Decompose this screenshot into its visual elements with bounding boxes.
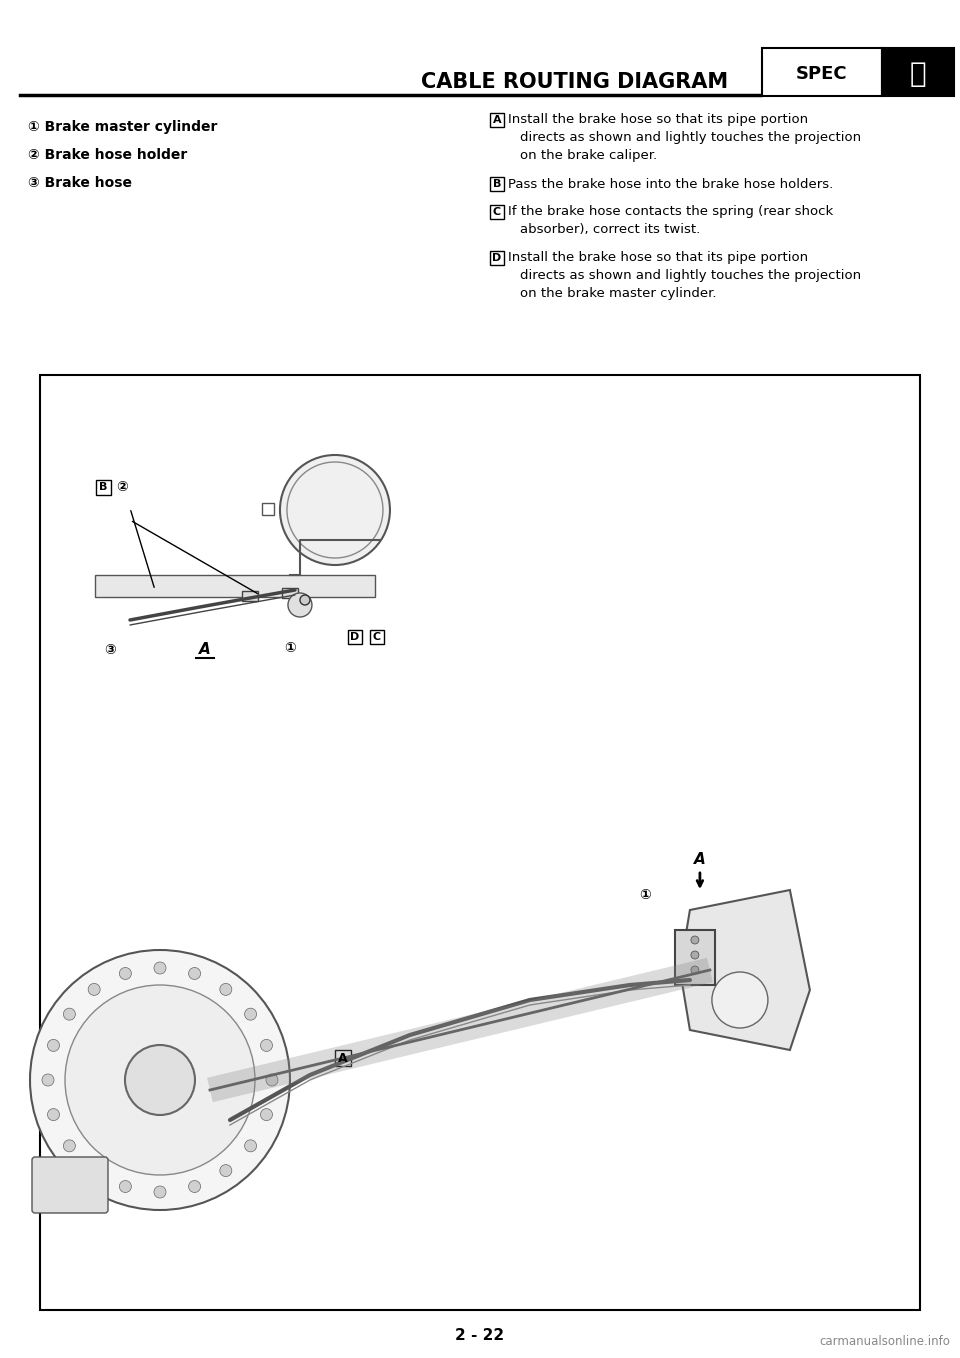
Text: A: A <box>338 1051 348 1065</box>
Bar <box>490 251 504 265</box>
Text: directs as shown and lightly touches the projection: directs as shown and lightly touches the… <box>520 132 861 144</box>
Circle shape <box>119 1180 132 1192</box>
Text: on the brake caliper.: on the brake caliper. <box>520 149 657 163</box>
Circle shape <box>691 966 699 974</box>
Text: directs as shown and lightly touches the projection: directs as shown and lightly touches the… <box>520 269 861 282</box>
Bar <box>490 113 504 128</box>
Bar <box>335 1050 351 1066</box>
Bar <box>762 48 882 96</box>
Bar <box>40 375 920 1310</box>
Text: C: C <box>372 631 381 642</box>
Circle shape <box>119 967 132 979</box>
Text: absorber), correct its twist.: absorber), correct its twist. <box>520 224 700 236</box>
Bar <box>348 630 362 644</box>
Circle shape <box>266 1074 278 1086</box>
Text: B: B <box>99 482 108 492</box>
Text: ②: ② <box>116 479 128 494</box>
Text: ① Brake master cylinder: ① Brake master cylinder <box>28 120 217 134</box>
Bar <box>262 502 274 515</box>
Circle shape <box>47 1039 60 1051</box>
Text: SPEC: SPEC <box>796 65 848 83</box>
Text: CABLE ROUTING DIAGRAM: CABLE ROUTING DIAGRAM <box>421 72 729 92</box>
Text: Install the brake hose so that its pipe portion: Install the brake hose so that its pipe … <box>508 114 808 126</box>
Bar <box>96 479 111 496</box>
Circle shape <box>154 1186 166 1198</box>
Circle shape <box>280 455 390 565</box>
Circle shape <box>691 951 699 959</box>
Text: 2 - 22: 2 - 22 <box>455 1328 505 1343</box>
Bar <box>490 205 504 219</box>
Bar <box>490 177 504 191</box>
Text: ③ Brake hose: ③ Brake hose <box>28 177 132 190</box>
Bar <box>675 930 715 985</box>
Text: ⛯: ⛯ <box>909 60 926 88</box>
Polygon shape <box>680 889 810 1050</box>
Circle shape <box>154 961 166 974</box>
Circle shape <box>260 1108 273 1120</box>
Circle shape <box>691 936 699 944</box>
Text: If the brake hose contacts the spring (rear shock: If the brake hose contacts the spring (r… <box>508 205 833 219</box>
Circle shape <box>220 1165 231 1176</box>
Circle shape <box>47 1108 60 1120</box>
Text: ①: ① <box>639 888 651 902</box>
Circle shape <box>245 1008 256 1020</box>
Text: D: D <box>350 631 360 642</box>
Text: B: B <box>492 179 501 189</box>
Circle shape <box>712 972 768 1028</box>
FancyBboxPatch shape <box>32 1157 108 1213</box>
Text: Pass the brake hose into the brake hose holders.: Pass the brake hose into the brake hose … <box>508 178 833 190</box>
Bar <box>882 48 954 96</box>
Text: A: A <box>492 115 501 125</box>
Text: Install the brake hose so that its pipe portion: Install the brake hose so that its pipe … <box>508 251 808 265</box>
Circle shape <box>245 1139 256 1152</box>
Circle shape <box>63 1139 76 1152</box>
Circle shape <box>220 983 231 995</box>
Circle shape <box>30 951 290 1210</box>
Text: A: A <box>694 853 706 868</box>
Circle shape <box>42 1074 54 1086</box>
Text: ③: ③ <box>104 642 116 657</box>
Text: A: A <box>199 642 211 657</box>
Circle shape <box>88 983 100 995</box>
Text: carmanualsonline.info: carmanualsonline.info <box>819 1335 949 1348</box>
Text: D: D <box>492 253 501 263</box>
Text: C: C <box>492 206 501 217</box>
Text: on the brake master cylinder.: on the brake master cylinder. <box>520 288 716 300</box>
Bar <box>95 574 375 598</box>
Circle shape <box>288 593 312 617</box>
Bar <box>282 588 298 598</box>
Text: ② Brake hose holder: ② Brake hose holder <box>28 148 187 162</box>
Circle shape <box>63 1008 76 1020</box>
Circle shape <box>300 595 310 606</box>
Circle shape <box>88 1165 100 1176</box>
Circle shape <box>65 985 255 1175</box>
Circle shape <box>260 1039 273 1051</box>
Bar <box>370 630 384 644</box>
Circle shape <box>125 1046 195 1115</box>
Circle shape <box>188 967 201 979</box>
Text: ①: ① <box>284 641 296 655</box>
Circle shape <box>188 1180 201 1192</box>
Bar <box>242 591 258 602</box>
